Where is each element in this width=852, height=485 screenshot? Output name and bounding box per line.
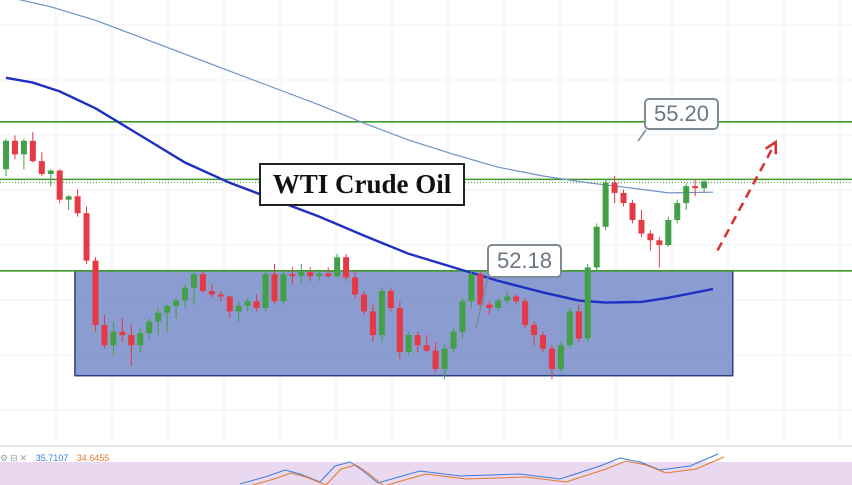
candle-bearish <box>647 233 654 241</box>
oscillator-readout: ⚙ ⊟ ✕ 35.7107 34.6455 <box>0 452 109 464</box>
candle-bearish <box>477 274 484 305</box>
candle-bullish <box>235 305 242 312</box>
candle-bullish <box>173 300 180 306</box>
candle-bullish <box>262 274 269 308</box>
candle-bearish <box>92 260 99 325</box>
candle-bearish <box>352 277 359 295</box>
candle-bearish <box>423 345 430 351</box>
candle-bearish <box>629 203 636 220</box>
candle-bullish <box>155 312 162 322</box>
candle-bearish <box>656 240 663 246</box>
candle-bearish <box>119 331 126 336</box>
candle-bearish <box>414 335 421 346</box>
candle-bearish <box>513 296 520 302</box>
candle-bullish <box>468 274 475 302</box>
candle-bearish <box>522 301 529 325</box>
candle-bullish <box>3 140 9 170</box>
hide-icon[interactable]: ⊟ <box>10 453 18 463</box>
callout-pointer-upper <box>637 129 647 142</box>
candle-bullish <box>602 182 609 227</box>
target-arrow <box>716 141 777 252</box>
candle-bullish <box>137 333 144 346</box>
candle-bullish <box>674 203 681 220</box>
candle-bullish <box>146 321 153 334</box>
candle-bearish <box>396 308 403 352</box>
candle-bullish <box>244 301 251 306</box>
candle-bullish <box>701 181 708 189</box>
candle-bearish <box>29 140 36 162</box>
oscillator-d-value: 34.6455 <box>76 453 110 463</box>
close-icon[interactable]: ✕ <box>19 453 28 463</box>
candle-bearish <box>432 350 439 369</box>
candle-bullish <box>190 274 197 288</box>
chart-title: WTI Crude Oil <box>259 163 465 206</box>
settings-icon[interactable]: ⚙ <box>0 453 9 463</box>
candle-bearish <box>548 348 555 369</box>
candle-bullish <box>164 305 171 313</box>
candle-bearish <box>83 213 90 261</box>
candle-bullish <box>405 335 412 352</box>
range-box <box>74 270 734 377</box>
candle-bearish <box>307 272 314 277</box>
candle-bullish <box>20 140 27 155</box>
candle-bearish <box>208 291 215 295</box>
candle-bearish <box>369 311 376 336</box>
level-callout-upper: 55.20 <box>644 98 719 130</box>
callout-pointer-lower <box>475 276 489 329</box>
candle-bullish <box>450 331 457 349</box>
oscillator-k-line <box>239 453 719 485</box>
candle-bullish <box>665 220 672 246</box>
candle-bullish <box>584 267 591 339</box>
candle-bullish <box>593 226 600 268</box>
candle-bearish <box>325 273 332 277</box>
candle-bearish <box>56 170 63 200</box>
candle-bearish <box>343 257 350 278</box>
candle-bearish <box>531 324 538 336</box>
candle-bearish <box>692 186 699 189</box>
candle-bullish <box>334 257 341 277</box>
candle-bearish <box>289 274 296 277</box>
oscillator-d-line <box>251 456 725 485</box>
target-arrow-head <box>764 139 778 155</box>
candle-bearish <box>74 196 81 214</box>
candle-bullish <box>316 273 323 277</box>
candle-bearish <box>611 182 618 193</box>
candle-bearish <box>620 192 627 204</box>
candle-bullish <box>504 296 511 301</box>
candle-bearish <box>253 301 260 308</box>
oscillator-k-value: 35.7107 <box>35 453 69 463</box>
candle-bearish <box>361 294 367 312</box>
candle-bearish <box>38 161 45 174</box>
candle-bullish <box>110 331 117 346</box>
candle-bearish <box>226 296 233 312</box>
candle-bullish <box>65 196 72 200</box>
candle-bullish <box>280 274 287 302</box>
candle-bullish <box>441 348 448 369</box>
candle-bullish <box>557 345 564 369</box>
candle-bearish <box>199 274 206 292</box>
candle-bullish <box>495 300 502 308</box>
candle-bearish <box>387 291 394 308</box>
candle-bearish <box>271 274 278 302</box>
candle-bearish <box>101 324 108 346</box>
candle-bullish <box>47 170 54 174</box>
candle-bullish <box>459 301 466 332</box>
candle-bearish <box>638 220 645 234</box>
candle-bearish <box>575 311 582 339</box>
candle-bullish <box>683 186 690 204</box>
candle-bearish <box>128 335 135 346</box>
level-callout-lower: 52.18 <box>487 244 562 278</box>
candle-bullish <box>182 287 188 301</box>
candle-bullish <box>566 311 573 346</box>
candle-bullish <box>378 291 385 336</box>
candle-bearish <box>11 140 18 155</box>
moving-average-fast <box>5 76 714 304</box>
candle-bearish <box>540 335 546 349</box>
candle-bearish <box>217 294 224 297</box>
candle-bearish <box>486 304 493 308</box>
candle-bullish <box>298 272 305 277</box>
